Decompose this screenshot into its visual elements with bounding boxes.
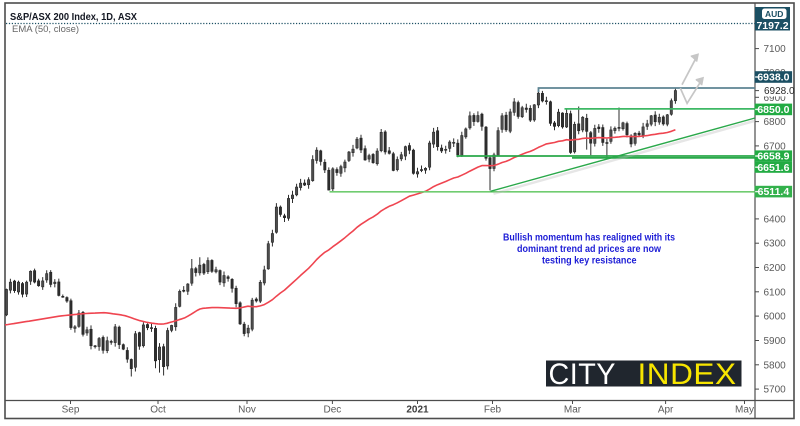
svg-text:6928.0: 6928.0	[764, 86, 795, 97]
svg-text:5800: 5800	[764, 360, 787, 371]
svg-text:Apr: Apr	[658, 405, 674, 416]
svg-text:testing key resistance: testing key resistance	[542, 255, 637, 266]
svg-text:Bullish momentum has realigned: Bullish momentum has realigned with its	[503, 232, 675, 243]
svg-text:Sep: Sep	[62, 405, 80, 416]
svg-text:Oct: Oct	[150, 405, 166, 416]
svg-text:7197.2: 7197.2	[756, 20, 788, 32]
svg-text:6100: 6100	[764, 287, 787, 298]
svg-text:6651.6: 6651.6	[757, 162, 789, 174]
svg-text:Nov: Nov	[238, 405, 256, 416]
svg-text:S&P/ASX 200 Index, 1D, ASX: S&P/ASX 200 Index, 1D, ASX	[10, 11, 137, 23]
svg-text:6658.9: 6658.9	[757, 151, 789, 163]
svg-text:6511.4: 6511.4	[758, 186, 790, 198]
svg-text:6900: 6900	[764, 93, 787, 104]
svg-text:6800: 6800	[764, 117, 787, 128]
svg-text:INDEX: INDEX	[638, 358, 737, 391]
svg-text:6200: 6200	[764, 263, 787, 274]
svg-text:AUD: AUD	[765, 9, 783, 19]
svg-text:6000: 6000	[764, 312, 787, 323]
svg-text:6850.0: 6850.0	[757, 104, 789, 116]
svg-text:CITY: CITY	[549, 358, 617, 391]
svg-text:May: May	[735, 405, 754, 416]
svg-text:dominant trend ad prices are n: dominant trend ad prices are now	[517, 244, 661, 255]
svg-text:5700: 5700	[764, 385, 787, 396]
svg-text:Dec: Dec	[324, 405, 342, 416]
svg-text:Mar: Mar	[564, 405, 582, 416]
svg-text:6400: 6400	[764, 214, 787, 225]
svg-text:6700: 6700	[764, 141, 787, 152]
svg-text:7100: 7100	[764, 44, 787, 55]
svg-text:6300: 6300	[764, 239, 787, 250]
svg-text:EMA (50, close): EMA (50, close)	[12, 24, 79, 35]
svg-text:5900: 5900	[764, 336, 787, 347]
svg-text:Feb: Feb	[484, 405, 502, 416]
svg-text:2021: 2021	[406, 405, 429, 416]
svg-text:6938.0: 6938.0	[757, 72, 789, 84]
